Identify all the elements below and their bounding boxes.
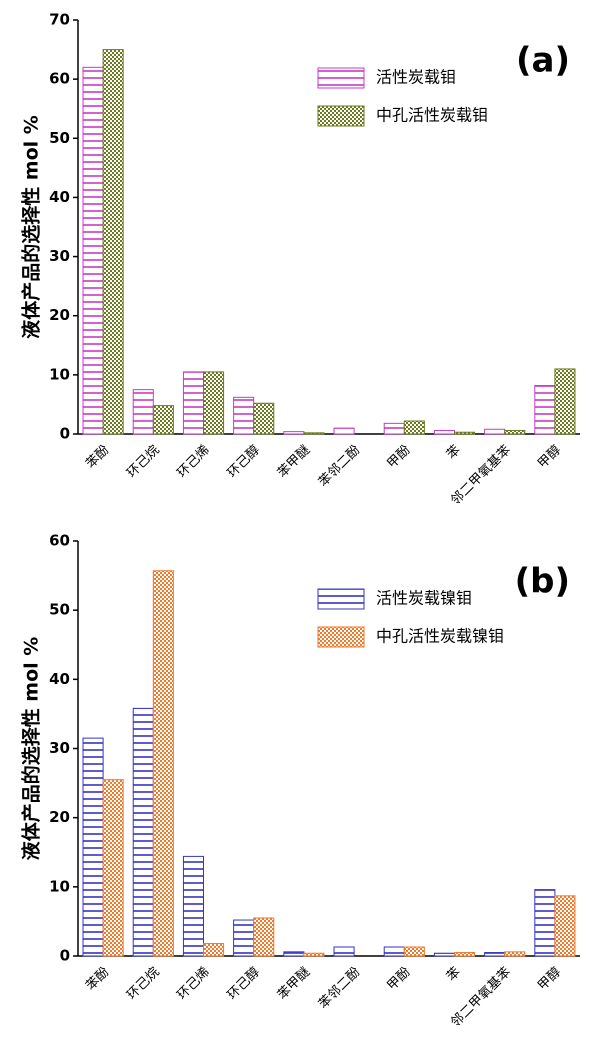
legend-label: 活性炭载镍钼	[376, 589, 472, 608]
y-tick-label: 0	[60, 947, 70, 965]
bar	[102, 49, 124, 435]
bar	[82, 66, 104, 435]
bar	[484, 952, 506, 957]
bar	[303, 952, 325, 957]
bar	[132, 389, 154, 435]
y-tick-label: 60	[49, 532, 70, 550]
legend-swatch	[317, 626, 365, 648]
y-tick-label: 60	[49, 70, 70, 88]
y-tick-label: 40	[49, 670, 70, 688]
bar	[233, 919, 255, 957]
y-tick-label: 30	[49, 739, 70, 757]
x-tick-label: 环己烷	[124, 443, 162, 481]
bar	[182, 371, 204, 435]
bar	[283, 431, 305, 435]
bar	[454, 431, 476, 435]
legend-label: 中孔活性炭载钼	[376, 106, 488, 125]
x-tick-label: 苯酚	[83, 965, 112, 994]
panel-label: (b)	[515, 562, 570, 602]
bar	[253, 402, 275, 435]
x-tick-label: 苯邻二酚	[316, 965, 363, 1012]
x-tick-label: 苯甲醚	[275, 443, 313, 481]
y-tick-label: 20	[49, 808, 70, 826]
x-tick-label: 环己烯	[175, 965, 213, 1003]
y-tick-label: 40	[49, 188, 70, 206]
bar	[383, 422, 405, 435]
bar	[203, 371, 225, 435]
legend-label: 中孔活性炭载镍钼	[376, 627, 504, 646]
x-tick-label: 甲醇	[534, 442, 564, 472]
y-tick-label: 70	[49, 11, 70, 29]
y-tick-label: 20	[49, 306, 70, 324]
bar	[484, 428, 506, 435]
x-tick-label: 甲醇	[534, 964, 564, 994]
bar	[233, 396, 255, 435]
legend-swatch	[317, 588, 365, 610]
bar	[102, 779, 124, 957]
bar	[433, 952, 456, 957]
bar	[182, 855, 204, 957]
x-tick-label: 环己醇	[224, 964, 263, 1003]
panel-label: (a)	[516, 41, 570, 81]
x-tick-label: 甲酚	[385, 443, 414, 472]
bar	[303, 432, 325, 435]
bar	[132, 707, 154, 957]
legend-label: 活性炭载钼	[376, 68, 456, 87]
x-tick-label: 苯	[444, 965, 464, 985]
legend-swatch	[317, 105, 365, 127]
x-tick-label: 环己烯	[175, 443, 213, 481]
x-tick-label: 苯邻二酚	[316, 443, 363, 490]
bar	[534, 385, 556, 435]
y-tick-label: 0	[60, 425, 70, 443]
bar	[283, 951, 305, 957]
bar	[554, 368, 576, 435]
bar	[383, 946, 405, 957]
y-axis-label: 液体产品的选择性 mol %	[20, 637, 43, 861]
bar	[82, 737, 104, 957]
bar	[403, 420, 425, 435]
bar	[253, 917, 275, 957]
x-tick-label: 苯酚	[83, 443, 112, 472]
bar	[433, 429, 456, 435]
bar	[333, 427, 355, 435]
x-tick-label: 苯甲醚	[275, 965, 313, 1003]
y-tick-label: 10	[49, 877, 70, 895]
y-axis-label: 液体产品的选择性 mol %	[20, 115, 43, 339]
y-tick-label: 50	[49, 129, 70, 147]
x-tick-label: 环己烷	[124, 965, 162, 1003]
bar	[534, 889, 556, 957]
bar	[454, 952, 476, 957]
bar	[152, 570, 174, 957]
x-tick-label: 环己醇	[224, 442, 263, 481]
bar	[403, 946, 425, 957]
y-tick-label: 30	[49, 247, 70, 265]
bar	[152, 405, 174, 435]
y-tick-label: 10	[49, 365, 70, 383]
bar	[333, 946, 355, 957]
legend-swatch	[317, 67, 365, 89]
bar	[554, 895, 576, 957]
bar	[504, 429, 526, 435]
x-tick-label: 甲酚	[385, 965, 414, 994]
y-tick-label: 50	[49, 601, 70, 619]
bar	[203, 943, 225, 957]
x-tick-label: 苯	[444, 443, 464, 463]
bar	[504, 951, 526, 957]
